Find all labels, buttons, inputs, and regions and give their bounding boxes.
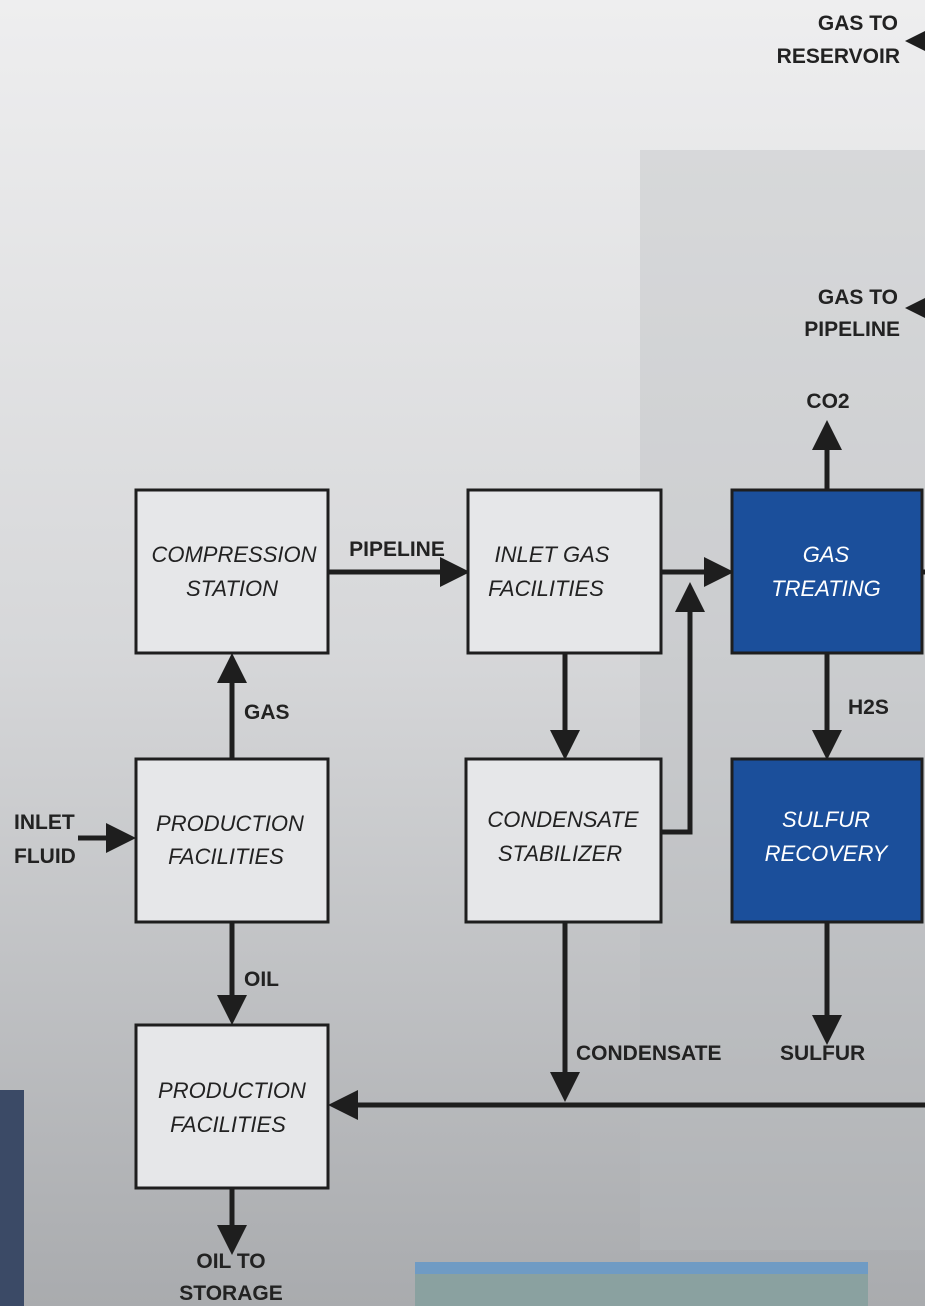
- page: COMPRESSIONSTATION INLET GASFACILITIES G…: [0, 0, 925, 1306]
- flow-label: SULFUR: [780, 1042, 865, 1065]
- flow-label: GAS: [244, 701, 290, 724]
- flow-label: CONDENSATE: [576, 1042, 721, 1065]
- photo-sky: [415, 1262, 868, 1274]
- photo-left: [0, 1090, 24, 1306]
- flow-label: PIPELINE: [349, 538, 445, 561]
- box: [136, 1025, 328, 1188]
- box: [136, 490, 328, 653]
- flow-label: H2S: [848, 696, 889, 719]
- flow-label: OIL: [244, 968, 279, 991]
- flow-label: CO2: [806, 390, 849, 413]
- box: [136, 759, 328, 922]
- box: [732, 490, 922, 653]
- box: [468, 490, 661, 653]
- diagram: COMPRESSIONSTATION INLET GASFACILITIES G…: [0, 0, 925, 1306]
